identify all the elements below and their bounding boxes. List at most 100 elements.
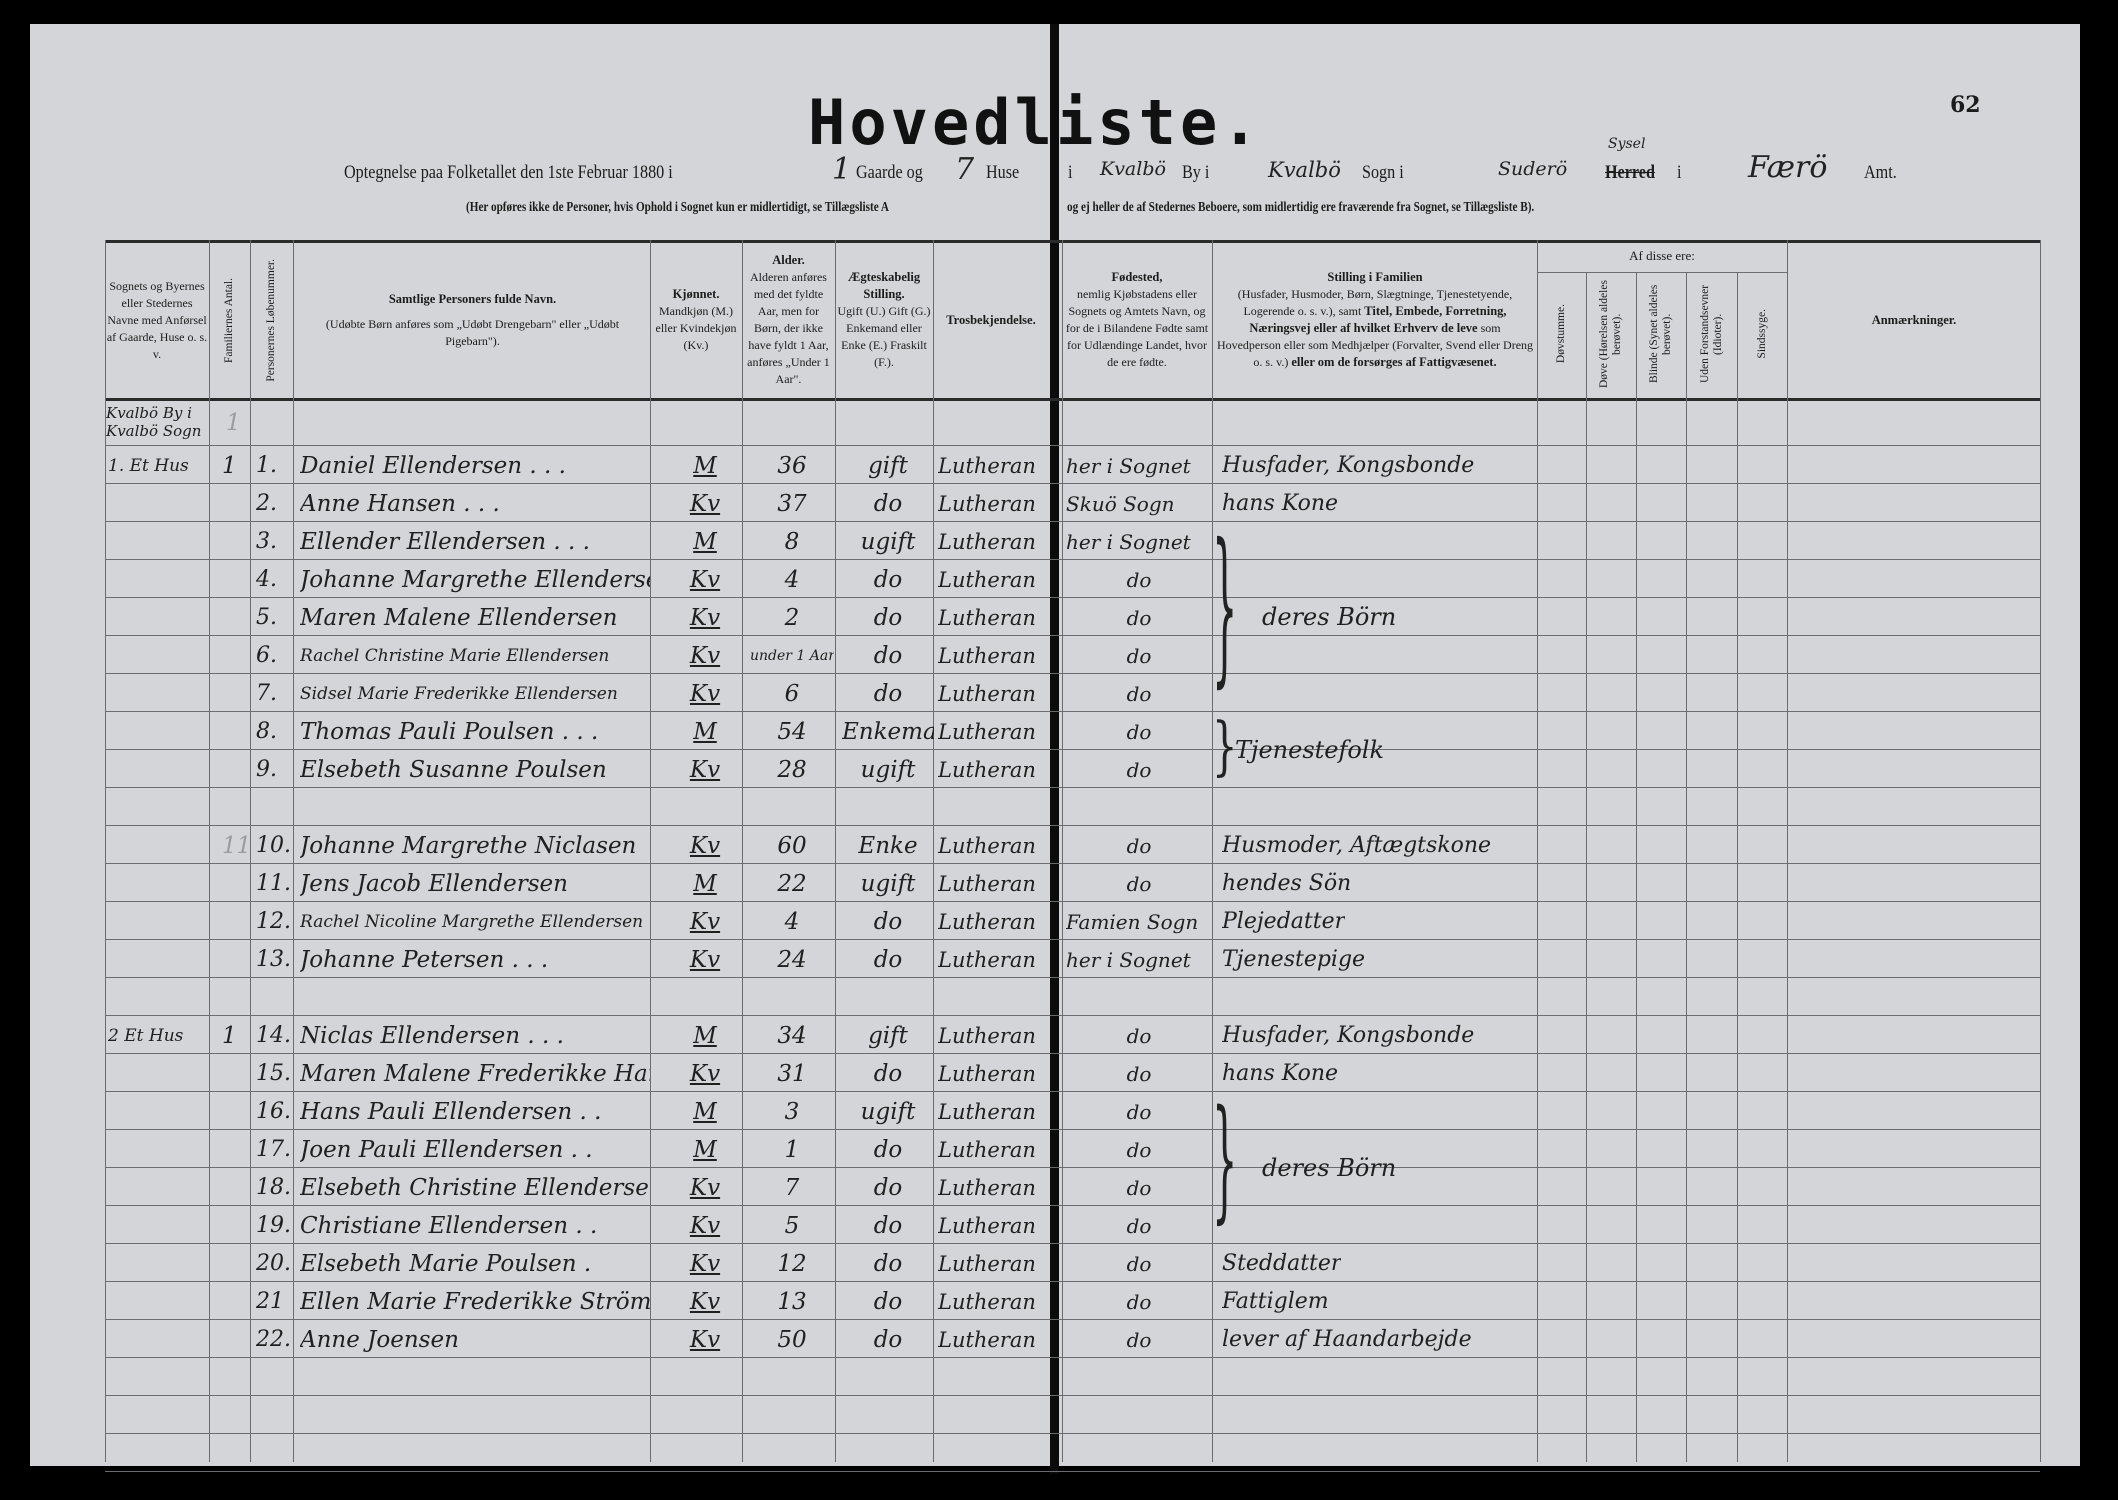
cell-religion: Lutheran bbox=[938, 948, 1036, 972]
cell-religion: Lutheran bbox=[938, 1252, 1036, 1276]
cell-birth: do bbox=[1126, 1214, 1152, 1238]
cell-age: 8 bbox=[784, 529, 800, 555]
row-rule bbox=[105, 863, 2040, 864]
header-name-title: Samtlige Personers fulde Navn. bbox=[388, 291, 557, 306]
cell-civil: do bbox=[873, 1175, 903, 1201]
cell-civil: do bbox=[873, 605, 903, 631]
cell-birth: do bbox=[1126, 1100, 1152, 1124]
cell-civil: do bbox=[873, 643, 903, 669]
of-these-rule bbox=[1537, 272, 1787, 273]
cell-name: Thomas Pauli Poulsen . . . bbox=[300, 719, 599, 745]
header-position: Stilling i Familien (Husfader, Husmoder, … bbox=[1216, 244, 1534, 396]
by-name: Kvalbö bbox=[1100, 158, 1166, 180]
cell-position: hans Kone bbox=[1222, 1061, 1339, 1086]
cell-sex: Kv bbox=[689, 833, 721, 859]
row-rule bbox=[105, 1053, 2040, 1054]
column-rule bbox=[209, 240, 210, 1462]
cell-civil: do bbox=[873, 1327, 903, 1353]
row-rule bbox=[105, 711, 2040, 712]
header-deaf: Døve (Hørelsen aldeles berøvet). bbox=[1586, 272, 1636, 396]
cell-age: 4 bbox=[784, 567, 800, 593]
cell-birth: do bbox=[1126, 1062, 1152, 1086]
column-rule bbox=[1537, 240, 1538, 1462]
row-rule bbox=[105, 1205, 2040, 1206]
cell-position: Plejedatter bbox=[1222, 909, 1346, 934]
cell-age: 24 bbox=[777, 947, 807, 973]
cell-position: Husfader, Kongsbonde bbox=[1222, 1023, 1475, 1048]
cell-nr: 14. bbox=[256, 1023, 291, 1048]
cell-birth: do bbox=[1126, 1176, 1152, 1200]
row-rule bbox=[105, 1357, 2040, 1358]
cell-nr: 3. bbox=[256, 529, 277, 554]
amt-label: Amt. bbox=[1864, 162, 1897, 183]
header-religion: Trosbekjendelse. bbox=[935, 244, 1047, 396]
row-rule bbox=[105, 635, 2040, 636]
cell-fam: 11 bbox=[222, 833, 248, 859]
cell-birth: do bbox=[1126, 1290, 1152, 1314]
header-place-text: Sognets og Byernes eller Stedernes Navne… bbox=[106, 278, 208, 361]
header-position-title: Stilling i Familien bbox=[1327, 270, 1423, 284]
cell-nr: 6. bbox=[256, 643, 277, 668]
cell-civil: do bbox=[873, 1213, 903, 1239]
header-name: Samtlige Personers fulde Navn. (Udøbte Bø… bbox=[300, 244, 645, 396]
cell-nr: 22. bbox=[256, 1327, 291, 1352]
cell-birth: do bbox=[1126, 606, 1152, 630]
cell-sex: Kv bbox=[689, 681, 721, 707]
note-right: og ej heller de af Stedernes Beboere, so… bbox=[1067, 200, 1535, 215]
header-place: Sognets og Byernes eller Stedernes Navne… bbox=[106, 244, 208, 396]
header-deaf-text: Døve (Hørelsen aldeles berøvet). bbox=[1598, 280, 1623, 388]
cell-religion: Lutheran bbox=[938, 568, 1036, 592]
cell-nr: 4. bbox=[256, 567, 277, 592]
header-insane-text: Sindssyge. bbox=[1755, 309, 1768, 359]
cell-name: Niclas Ellendersen . . . bbox=[300, 1023, 564, 1049]
row-rule bbox=[105, 1015, 2040, 1016]
cell-name: Johanne Margrethe Niclasen bbox=[300, 833, 637, 859]
cell-name: Ellender Ellendersen . . . bbox=[300, 529, 590, 555]
column-rule bbox=[933, 240, 934, 1462]
header-birth-note: nemlig Kjøbstadens eller Sognets og Amte… bbox=[1065, 287, 1209, 369]
cell-age: 31 bbox=[777, 1061, 807, 1087]
cell-civil: Enkemand bbox=[842, 719, 934, 745]
column-rule bbox=[105, 240, 106, 1462]
cell-position: Steddatter bbox=[1222, 1251, 1342, 1276]
cell-birth: do bbox=[1126, 1252, 1152, 1276]
huse-label: Huse bbox=[986, 162, 1020, 183]
cell-nr: 1. bbox=[256, 453, 277, 478]
cell-civil: ugift bbox=[860, 757, 916, 783]
header-position-bold2: eller om de forsørges af Fattigvæsenet. bbox=[1291, 355, 1497, 369]
cell-religion: Lutheran bbox=[938, 454, 1036, 478]
cell-sex: Kv bbox=[689, 947, 721, 973]
cell-sex: Kv bbox=[689, 1213, 721, 1239]
header-idiots-text: Uden Forstandsevner (Idioter). bbox=[1698, 284, 1724, 384]
cell-religion: Lutheran bbox=[938, 1100, 1036, 1124]
huse-count: 7 bbox=[955, 152, 975, 187]
cell-name: Elsebeth Susanne Poulsen bbox=[300, 757, 607, 783]
header-of-these: Af disse ere: bbox=[1629, 248, 1695, 263]
header-deaf-mute: Døvstumme. bbox=[1537, 272, 1586, 396]
cell-religion: Lutheran bbox=[938, 492, 1036, 516]
cell-age: 34 bbox=[777, 1023, 807, 1049]
header-families: Familiernes Antal. bbox=[209, 244, 250, 396]
cell-birth: Famien Sogn bbox=[1066, 910, 1199, 934]
cell-birth: do bbox=[1126, 644, 1152, 668]
header-civil-title: Ægteskabelig Stilling. bbox=[847, 270, 921, 301]
cell-birth: do bbox=[1126, 758, 1152, 782]
cell-religion: Lutheran bbox=[938, 1024, 1036, 1048]
row-rule bbox=[105, 939, 2040, 940]
cell-name: Anne Joensen bbox=[300, 1327, 459, 1353]
cell-name: Rachel Nicoline Margrethe Ellendersen bbox=[300, 912, 644, 932]
brace-label: deres Börn bbox=[1262, 1154, 1397, 1182]
brace-label: Tjenestefolk bbox=[1235, 736, 1385, 764]
row-rule bbox=[105, 1129, 2040, 1130]
cell-age: 60 bbox=[777, 833, 807, 859]
cell-sex: Kv bbox=[689, 1251, 721, 1277]
herred-correction: Sysel bbox=[1608, 136, 1646, 152]
cell-name: Johanne Petersen . . . bbox=[300, 947, 549, 973]
cell-sex: Kv bbox=[689, 757, 721, 783]
herred-name: Suderö bbox=[1498, 158, 1568, 180]
table-top-rule bbox=[105, 240, 2040, 243]
cell-sex: Kv bbox=[689, 567, 721, 593]
header-religion-text: Trosbekjendelse. bbox=[946, 312, 1036, 327]
row-rule bbox=[105, 673, 2040, 674]
header-civil-note: Ugift (U.) Gift (G.) Enkemand eller Enke… bbox=[837, 304, 931, 369]
